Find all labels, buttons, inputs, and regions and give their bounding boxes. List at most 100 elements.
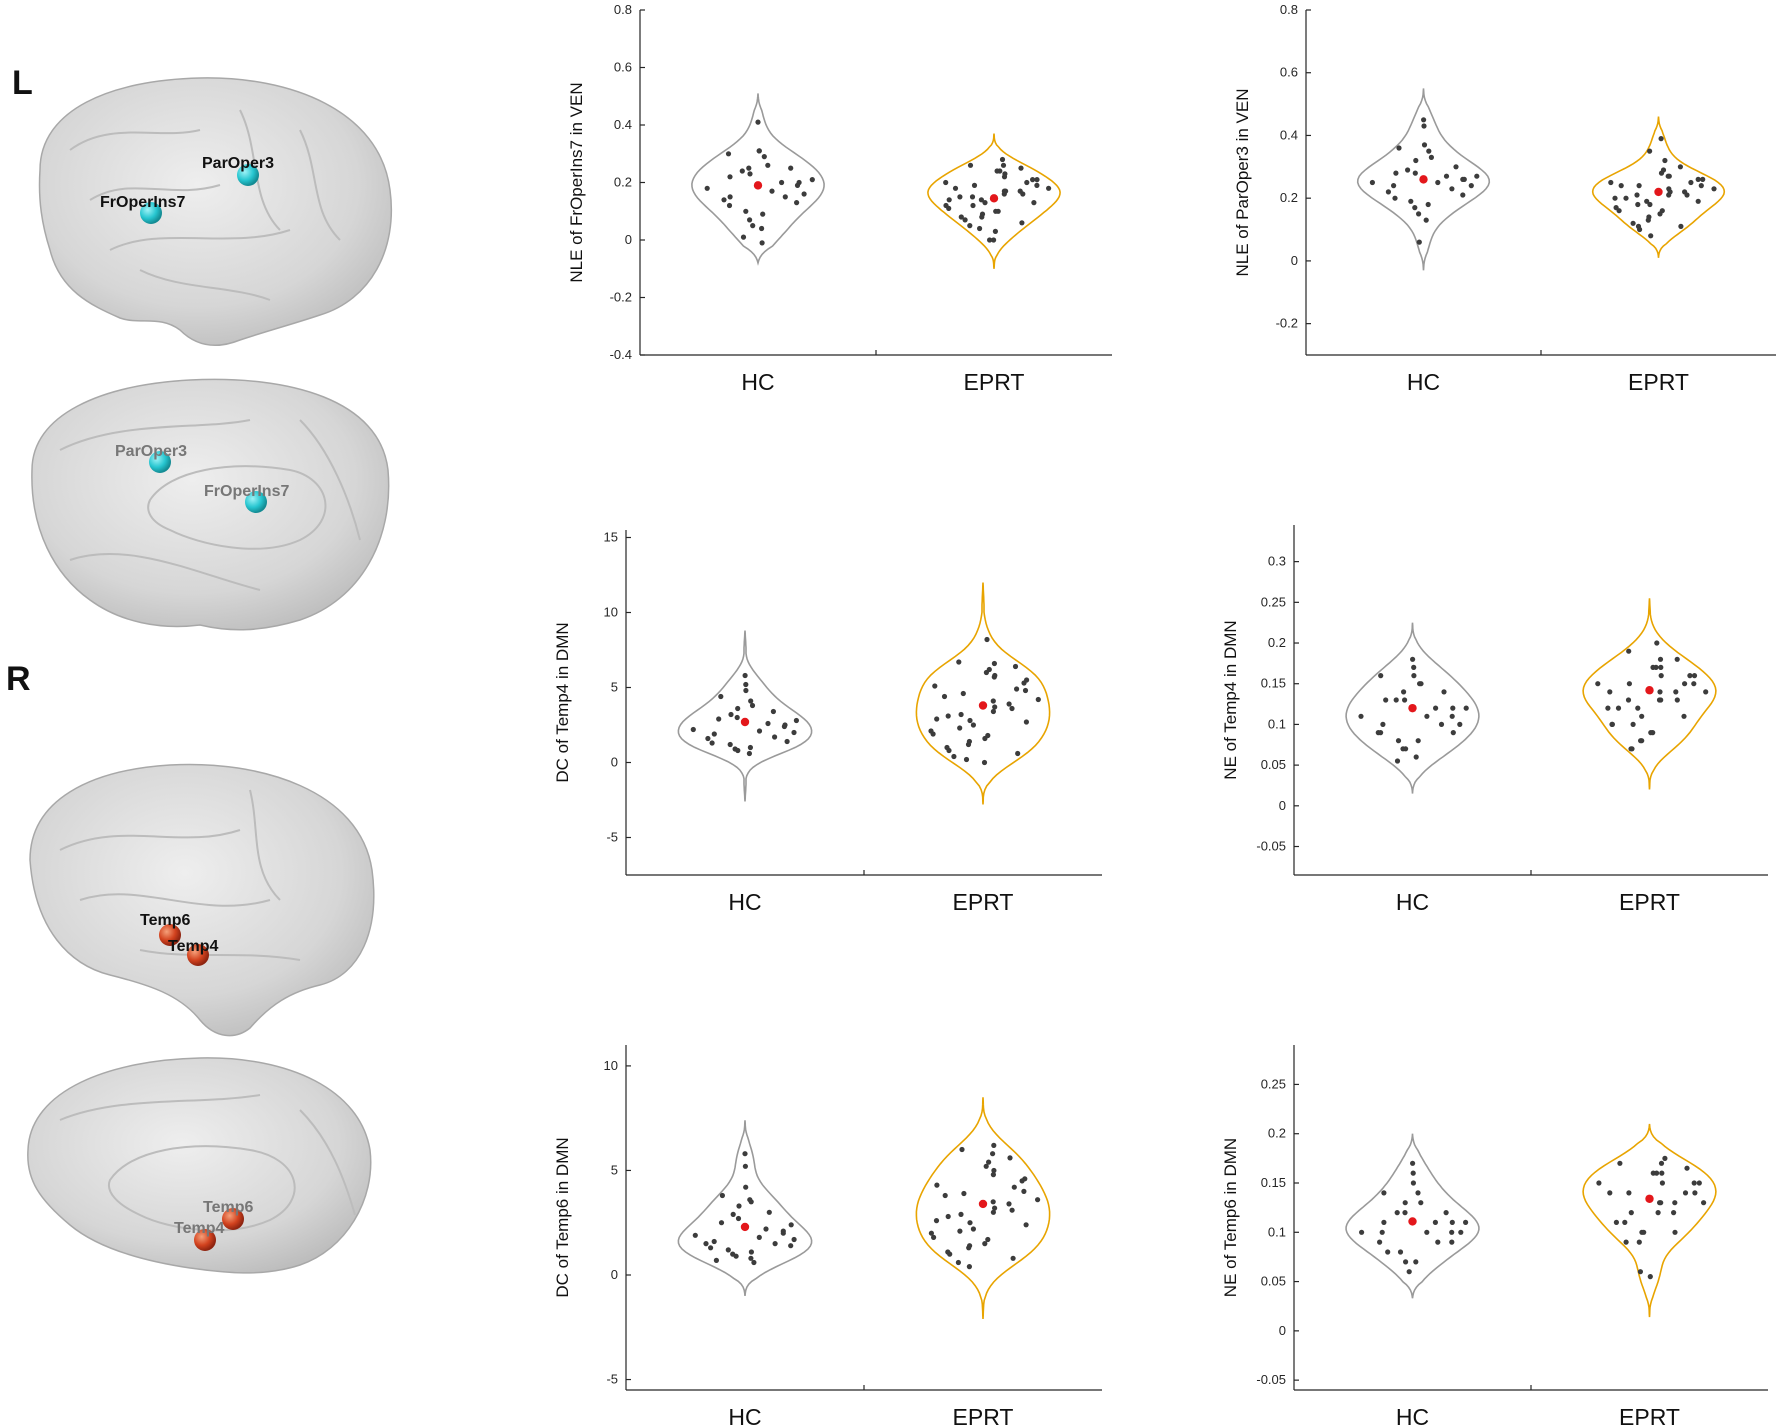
data-point [1024,179,1030,186]
data-point [1696,1180,1702,1186]
hemisphere-label-left: L [12,64,33,102]
data-point [1403,1259,1409,1265]
data-point [756,1234,762,1240]
data-point [1658,170,1665,176]
data-point [1677,164,1683,170]
y-tick-label: 0.1 [1268,716,1286,731]
data-point [1688,179,1694,186]
y-tick-label: 0.2 [1280,190,1298,205]
data-point [1424,1229,1430,1235]
data-point [1426,148,1432,154]
data-point [987,237,993,243]
y-tick-label: 0 [611,1267,618,1282]
data-point [1369,179,1375,186]
data-point [739,168,745,174]
data-point [1393,170,1399,176]
y-axis-label: DC of Temp6 in DMN [553,1137,572,1297]
roi-label-frOperIns7-medial: FrOperIns7 [204,483,289,500]
data-point [742,1163,749,1169]
data-point [735,747,741,754]
data-point [728,711,734,718]
data-point [749,702,756,709]
x-category-label: HC [1396,889,1429,915]
data-point [990,1172,997,1178]
data-point [727,741,733,748]
data-point [959,1146,965,1153]
data-point [1450,705,1456,711]
data-point [1441,689,1447,695]
violin-hc [1345,622,1480,794]
data-point [761,154,767,160]
data-point [1421,117,1427,123]
roi-label-temp6-medial: Temp6 [203,1199,253,1216]
data-point [809,177,815,183]
roi-label-temp6-lateral: Temp6 [140,912,190,929]
data-point [727,174,733,180]
y-tick-label: 0 [1279,798,1286,813]
data-point [1381,1190,1387,1196]
data-point [1700,176,1706,182]
data-point [991,660,998,667]
data-point [1358,713,1364,719]
data-point [991,1142,997,1148]
data-point [1443,173,1450,179]
y-tick-label: 0.05 [1261,757,1286,772]
data-point [1046,185,1052,191]
data-point [1608,179,1614,186]
data-point [962,217,968,223]
data-point [743,681,749,688]
data-point [1403,746,1409,752]
data-point [736,1203,742,1209]
data-point [985,1236,991,1243]
data-point [1397,1249,1404,1255]
data-point [793,717,800,724]
data-point [1402,1200,1408,1206]
data-point [801,191,807,197]
y-axis-label: NLE of FrOperIns7 in VEN [567,82,586,282]
brain-left-medial: ParOper3 FrOperIns7 [31,378,390,631]
data-point [1385,189,1391,195]
data-point [766,1209,772,1215]
data-point [1383,697,1389,703]
y-tick-label: 0.25 [1261,594,1286,609]
data-point [952,185,959,191]
data-point [979,214,985,220]
data-point [1415,1190,1421,1196]
data-point [956,659,962,665]
y-tick-label: 0.15 [1261,1175,1286,1190]
data-point [981,759,988,766]
data-point [946,205,952,211]
data-point [1607,689,1613,695]
data-point [1415,738,1421,744]
data-point [765,162,771,168]
data-point [759,225,765,232]
data-point [1684,1165,1690,1171]
data-point [1450,730,1456,736]
data-point [961,1190,967,1197]
data-point [1401,689,1407,695]
data-point [769,188,775,194]
hemisphere-label-right: R [6,660,31,698]
y-tick-label: 0.6 [614,60,632,75]
data-point [1658,1160,1665,1166]
data-point [788,1243,794,1249]
data-point [1001,174,1008,180]
data-point [1650,664,1656,671]
data-point [794,200,800,206]
data-point [1394,758,1401,764]
data-point [984,636,990,643]
roi-label-temp4-lateral: Temp4 [168,938,218,955]
data-point [1672,1200,1678,1206]
data-point [772,734,778,740]
roi-label-temp4-medial: Temp4 [174,1220,224,1237]
data-point [1630,220,1636,226]
data-point [991,674,997,680]
data-point [770,708,777,715]
data-point [982,200,988,206]
data-point [957,194,963,200]
data-point [1392,195,1398,201]
data-point [1666,192,1672,198]
data-point [1639,713,1645,719]
y-tick-label: 5 [611,680,618,695]
